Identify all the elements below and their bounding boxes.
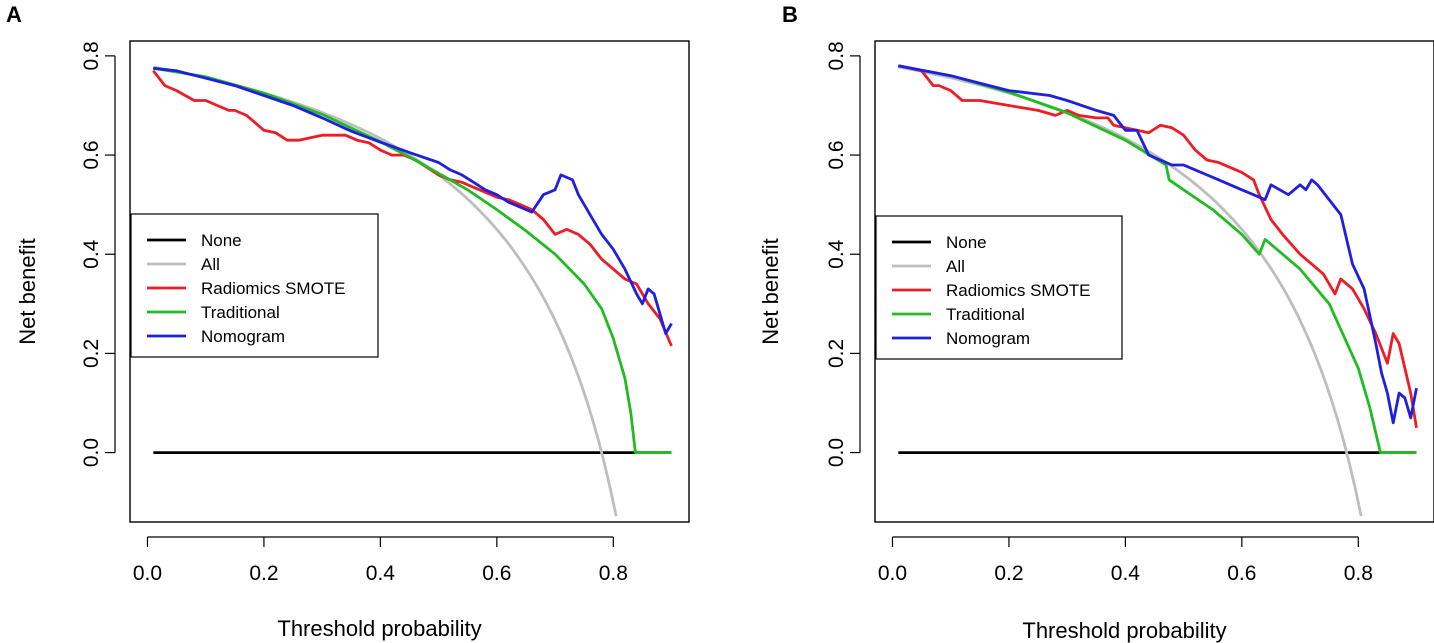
- legend-label-none: None: [201, 231, 242, 250]
- y-tick-label: 0.6: [825, 140, 848, 169]
- y-tick-label: 0.4: [80, 239, 103, 269]
- x-tick-label: 0.8: [599, 562, 628, 585]
- y-tick-label: 0.0: [80, 438, 103, 467]
- y-tick-label: 0.8: [825, 41, 848, 70]
- x-tick-label: 0.8: [1344, 562, 1373, 585]
- legend: None All Radiomics SMOTE Traditional Nomogra…: [875, 215, 1123, 360]
- x-tick-label: 0.2: [994, 562, 1023, 585]
- y-tick-label: 0.2: [825, 339, 848, 368]
- legend-label-all: All: [946, 257, 965, 276]
- y-axis: 0.0 0.2 0.4 0.6 0.8 Net benefit: [758, 41, 861, 467]
- x-tick-label: 0.2: [249, 562, 278, 585]
- series-line-nomogram: [153, 66, 673, 336]
- y-tick-label: 0.8: [80, 41, 103, 70]
- x-tick-label: 0.0: [878, 562, 907, 585]
- plot-frame: [129, 40, 690, 523]
- legend-label-nomogram: Nomogram: [946, 329, 1030, 348]
- legend-label-radiomics-smote: Radiomics SMOTE: [201, 279, 346, 298]
- series-line-radiomics-smote: [898, 64, 1418, 429]
- y-tick-label: 0.2: [80, 339, 103, 368]
- legend-label-radiomics-smote: Radiomics SMOTE: [946, 281, 1091, 300]
- plot-area: [152, 65, 673, 517]
- series-line-traditional: [898, 64, 1417, 455]
- legend-label-all: All: [201, 255, 220, 274]
- y-tick-label: 0.6: [80, 140, 103, 169]
- legend: None All Radiomics SMOTE Traditional Nomogra…: [130, 213, 379, 358]
- x-tick-label: 0.0: [133, 562, 162, 585]
- x-tick-label: 0.6: [482, 562, 511, 585]
- y-tick-label: 0.4: [825, 239, 848, 269]
- legend-label-none: None: [946, 233, 987, 252]
- x-tick-label: 0.6: [1227, 562, 1256, 585]
- panel-label: A: [6, 2, 22, 27]
- legend-label-traditional: Traditional: [201, 303, 280, 322]
- series-line-nomogram: [898, 64, 1418, 425]
- legend-label-nomogram: Nomogram: [201, 327, 285, 346]
- plot-area: [898, 64, 1418, 517]
- plot-frame: [874, 40, 1434, 523]
- y-axis-title: Net benefit: [15, 238, 40, 344]
- legend-label-traditional: Traditional: [946, 305, 1025, 324]
- x-tick-label: 0.4: [1111, 562, 1141, 585]
- panel-label: B: [782, 2, 798, 27]
- x-axis-title: Threshold probability: [277, 616, 481, 641]
- legend-box: [130, 213, 379, 358]
- legend-box: [875, 215, 1123, 360]
- x-axis-title: Threshold probability: [1022, 618, 1226, 643]
- series-line-traditional: [153, 66, 672, 455]
- y-tick-label: 0.0: [825, 438, 848, 467]
- x-tick-label: 0.4: [366, 562, 396, 585]
- x-axis: 0.0 0.2 0.4 0.6 0.8 Threshold probability: [878, 536, 1373, 643]
- y-axis-title: Net benefit: [758, 238, 783, 344]
- y-axis: 0.0 0.2 0.4 0.6 0.8 Net benefit: [15, 41, 116, 467]
- x-axis: 0.0 0.2 0.4 0.6 0.8 Threshold probability: [133, 536, 628, 641]
